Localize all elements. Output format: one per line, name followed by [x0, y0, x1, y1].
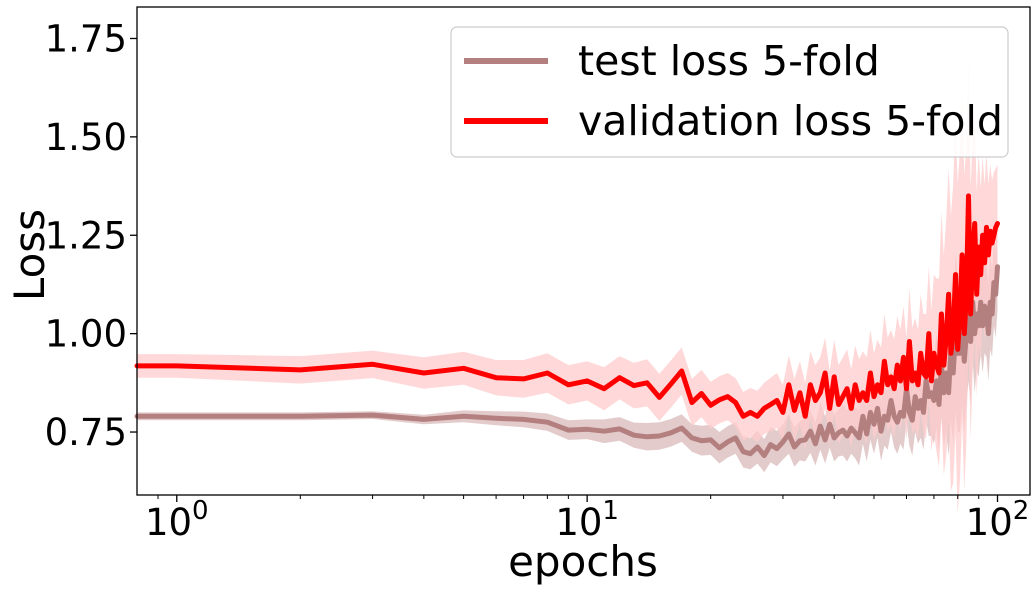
- x-axis-label: epochs: [508, 537, 658, 586]
- series-lines: [134, 193, 1000, 459]
- x-axis-ticks: 100 101 102: [145, 495, 1029, 544]
- x-tick-label: 101: [555, 496, 619, 544]
- validation-loss-band: [137, 58, 998, 515]
- y-axis-label: Loss: [5, 209, 54, 301]
- plot-frame: [136, 6, 1031, 496]
- y-tick-label: 1.50: [45, 116, 127, 159]
- legend-label-test-loss: test loss 5-fold: [578, 37, 880, 85]
- legend: test loss 5-fold validation loss 5-fold: [450, 26, 1009, 158]
- y-tick-label: 1.25: [45, 214, 127, 257]
- test-loss-line: [134, 264, 1000, 459]
- y-tick-label: 1.75: [45, 17, 127, 60]
- y-tick-label: 0.75: [45, 411, 127, 454]
- validation-loss-line: [134, 193, 1000, 419]
- legend-box: [450, 26, 1009, 158]
- legend-label-validation-loss: validation loss 5-fold: [578, 97, 1003, 145]
- y-axis-ticks: 0.75 1.00 1.25 1.50 1.75: [45, 17, 137, 454]
- y-tick-label: 1.00: [45, 313, 127, 356]
- test-loss-band: [137, 223, 998, 473]
- x-tick-label: 100: [145, 496, 209, 544]
- x-tick-label: 102: [966, 496, 1030, 544]
- confidence-bands: [137, 58, 998, 515]
